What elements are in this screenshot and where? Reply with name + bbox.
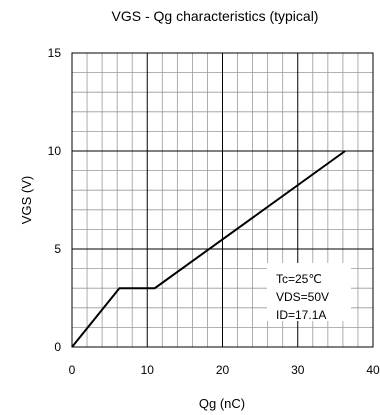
annotation-temperature: Tc=25℃ [276, 272, 322, 286]
y-tick-label: 15 [48, 46, 62, 60]
series-layer [71, 150, 346, 348]
x-axis-label: Qg (nC) [199, 396, 245, 411]
conditions-annotation: Tc=25℃ VDS=50V ID=17.1A [267, 263, 351, 322]
y-tick-label: 0 [54, 340, 61, 354]
series-line-0 [71, 150, 346, 348]
x-tick-label: 0 [69, 363, 76, 377]
x-tick-label: 30 [291, 363, 305, 377]
x-tick-labels: 0 10 20 30 40 [69, 363, 380, 377]
y-tick-label: 10 [48, 144, 62, 158]
annotation-id: ID=17.1A [276, 308, 326, 322]
annotation-background [267, 263, 351, 321]
y-tick-labels: 0 5 10 15 [48, 46, 62, 354]
plot-frame [71, 52, 374, 348]
y-tick-label: 5 [54, 242, 61, 256]
x-tick-label: 40 [366, 363, 380, 377]
annotation-vds: VDS=50V [276, 290, 329, 304]
x-tick-label: 20 [216, 363, 230, 377]
major-grid [72, 53, 373, 347]
chart-title: VGS - Qg characteristics (typical) [112, 8, 319, 24]
x-tick-label: 10 [141, 363, 155, 377]
y-axis-label: VGS (V) [19, 176, 34, 224]
